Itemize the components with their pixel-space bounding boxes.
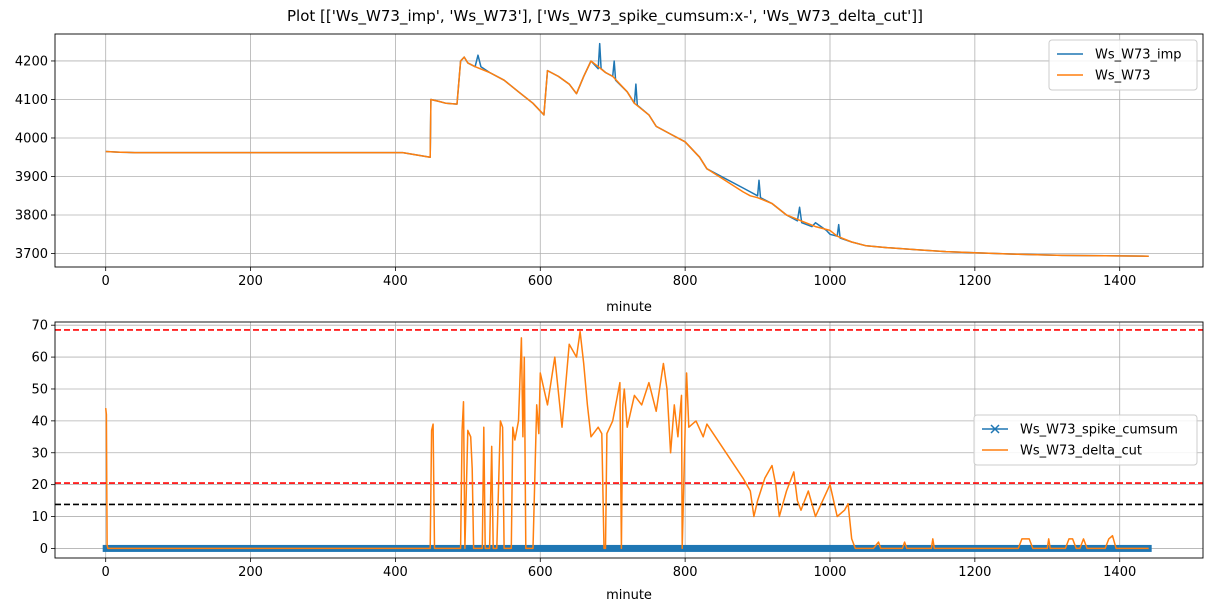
x-tick-label: 1400 [1103, 565, 1136, 580]
legend-label: Ws_W73_delta_cut [1020, 444, 1142, 459]
bottom-plot-frame [54, 321, 1204, 559]
x-tick-label: 0 [102, 565, 110, 580]
x-tick-label: 1400 [1103, 274, 1136, 289]
top-x-axis-label: minute [606, 300, 652, 315]
y-tick-label: 20 [31, 478, 48, 493]
x-tick-label: 1000 [813, 274, 846, 289]
x-tick-label: 1200 [958, 565, 991, 580]
y-tick-label: 40 [31, 414, 48, 429]
y-tick-label: 4000 [15, 131, 48, 146]
x-tick-label: 600 [528, 274, 553, 289]
x-tick-label: 1200 [958, 274, 991, 289]
x-tick-label: 1000 [813, 565, 846, 580]
legend-label: Ws_W73 [1095, 69, 1151, 84]
legend-label: Ws_W73_imp [1095, 48, 1182, 63]
y-tick-label: 30 [31, 446, 48, 461]
y-tick-label: 50 [31, 382, 48, 397]
legend-box [973, 414, 1198, 466]
bottom-panel: 0 200 400 600 800 1000 1200 1400 0 10 20 30 40 50 60 70… [31, 319, 1204, 603]
x-tick-label: 800 [673, 274, 698, 289]
top-plot-frame [54, 33, 1204, 268]
series-line-ws-w73-imp [105, 42, 1149, 257]
y-tick-label: 4100 [15, 93, 48, 108]
legend-label: Ws_W73_spike_cumsum [1020, 423, 1178, 438]
y-tick-label: 3900 [15, 170, 48, 185]
x-tick-label: 600 [528, 565, 553, 580]
y-tick-label: 3800 [15, 209, 48, 224]
figure-title: Plot [['Ws_W73_imp', 'Ws_W73'], ['Ws_W73… [287, 7, 923, 26]
legend-box [1048, 39, 1198, 91]
series-line-ws-w73-delta-cut [104, 330, 1149, 550]
y-tick-label: 10 [31, 510, 48, 525]
y-tick-label: 0 [40, 542, 48, 557]
y-tick-label: 4200 [15, 54, 48, 69]
legend-marker-x [990, 424, 1000, 434]
x-tick-label: 0 [102, 274, 110, 289]
x-tick-label: 200 [238, 274, 263, 289]
y-tick-label: 70 [31, 319, 48, 334]
top-panel: 0 200 400 600 800 1000 1200 1400 3700 3800 3900 400… [15, 33, 1204, 315]
x-tick-label: 800 [673, 565, 698, 580]
y-tick-label: 60 [31, 351, 48, 366]
x-tick-label: 400 [383, 274, 408, 289]
x-tick-label: 400 [383, 565, 408, 580]
bottom-x-axis-label: minute [606, 588, 652, 603]
y-tick-label: 3700 [15, 247, 48, 262]
x-tick-label: 200 [238, 565, 263, 580]
series-line-ws-w73 [105, 56, 1149, 257]
